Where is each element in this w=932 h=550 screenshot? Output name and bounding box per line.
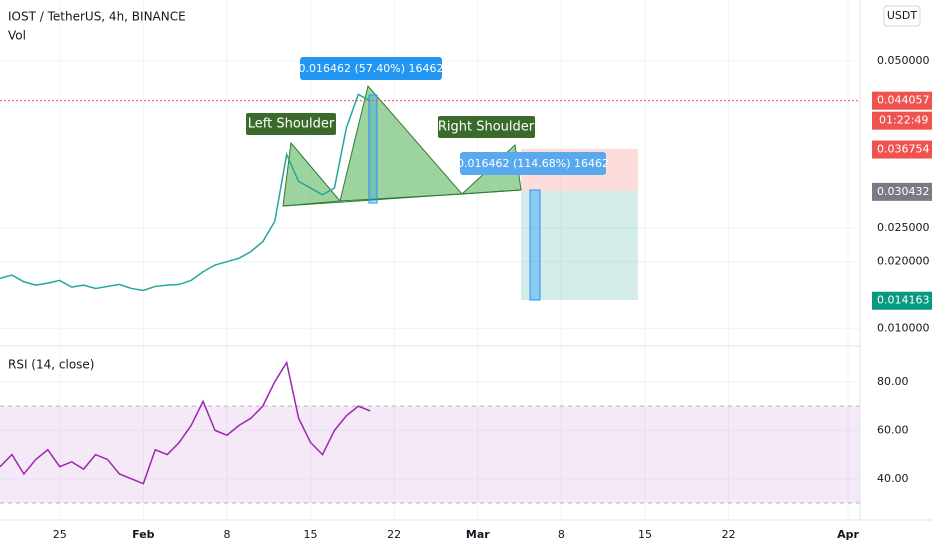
measure-text: 0.016462 (114.68%) 16462 (457, 157, 609, 170)
annotation-box (246, 113, 336, 135)
y-tick-label: 0.020000 (877, 255, 930, 268)
rsi-label: RSI (14, close) (8, 358, 94, 372)
annotation-box (438, 116, 535, 138)
price-tag-text: 0.036754 (877, 143, 930, 156)
rsi-line (0, 360, 371, 485)
left-shoulder-shape (282, 141, 342, 207)
y-tick-label: 80.00 (877, 375, 909, 388)
measure-2 (529, 189, 541, 301)
price-tag-text: 0.030432 (877, 185, 930, 198)
neckline (282, 189, 522, 207)
rsi-band (0, 406, 860, 504)
head-shape (339, 84, 464, 202)
currency[interactable]: USDT (887, 9, 918, 22)
price-tag-text: 0.044057 (877, 94, 930, 107)
countdown-tag (872, 111, 932, 130)
x-tick-label: 8 (223, 528, 230, 541)
x-tick-label: 25 (53, 528, 67, 541)
y-tick-label: 0.050000 (877, 54, 930, 67)
x-tick-label: 15 (638, 528, 652, 541)
x-tick-label: 8 (558, 528, 565, 541)
countdown: 01:22:49 (879, 114, 928, 127)
measure-1 (368, 94, 378, 204)
x-tick-label: 22 (387, 528, 401, 541)
measure-label (300, 57, 442, 80)
measure-text: 0.016462 (57.40%) 16462 (299, 62, 444, 75)
price-tag (872, 91, 932, 110)
annotation: Left Shoulder (248, 117, 335, 132)
symbol-title: IOST / TetherUS, 4h, BINANCE (8, 10, 186, 24)
y-tick-label: 60.00 (877, 423, 909, 436)
price-line (0, 93, 371, 292)
x-tick-label: Apr (837, 528, 859, 541)
price-tag (872, 291, 932, 310)
volume-label: Vol (8, 29, 26, 43)
x-tick-label: Mar (466, 528, 490, 541)
plot (0, 93, 371, 485)
currency-button[interactable] (883, 5, 921, 27)
x-tick-label: Feb (132, 528, 155, 541)
x-tick-label: 22 (722, 528, 736, 541)
y-tick-label: 40.00 (877, 472, 909, 485)
price-tag-text: 0.014163 (877, 294, 930, 307)
price-tag (872, 182, 932, 201)
annotation: Right Shoulder (438, 120, 535, 135)
measure-label (460, 152, 606, 175)
y-tick-label: 0.025000 (877, 221, 930, 234)
y-tick-label: 0.010000 (877, 322, 930, 335)
price-tag (872, 140, 932, 159)
head-shoulders (282, 84, 522, 207)
x-tick-label: 15 (304, 528, 318, 541)
